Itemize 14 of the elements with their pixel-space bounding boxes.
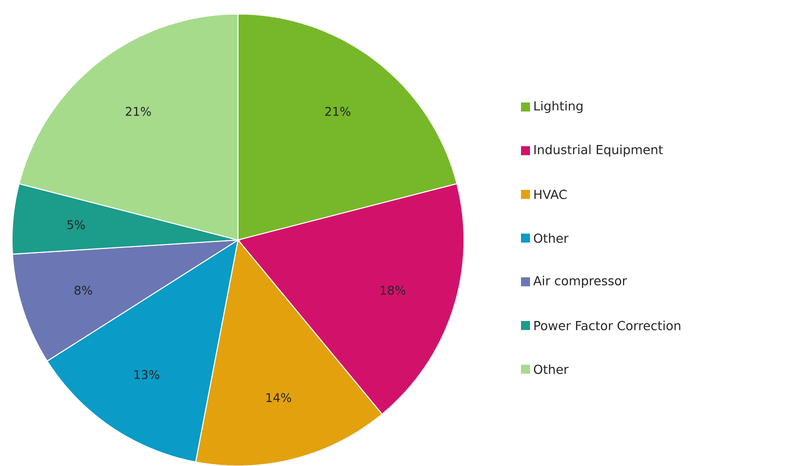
data-label: 14%: [266, 392, 292, 402]
legend-label: Lighting: [534, 100, 582, 113]
data-label: 5%: [67, 220, 85, 229]
legend-label: HVAC: [534, 189, 567, 199]
data-label: 21%: [126, 106, 151, 116]
legend-label: Other: [534, 233, 569, 243]
data-label: 18%: [380, 286, 406, 295]
data-label: 8%: [74, 286, 92, 295]
data-label: 21%: [325, 106, 350, 116]
legend-label: Other: [534, 364, 569, 374]
legend-label: Industrial Equipment: [534, 144, 663, 156]
legend-label: Power Factor Correction: [534, 320, 680, 330]
data-label: 13%: [134, 370, 160, 379]
legend-label: Air compressor: [533, 276, 627, 288]
